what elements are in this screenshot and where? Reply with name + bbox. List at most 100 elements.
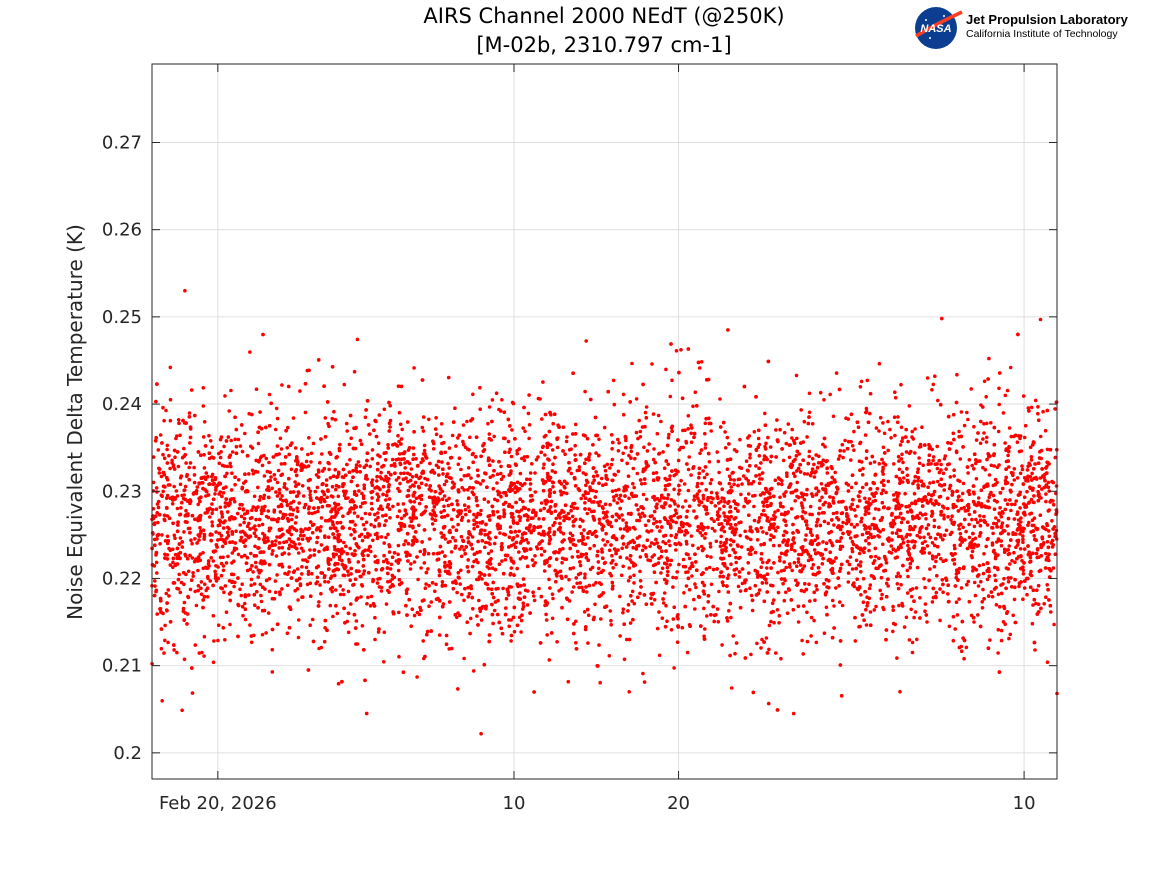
data-point (178, 536, 183, 540)
data-point (571, 585, 576, 589)
data-point (346, 630, 351, 635)
data-point (854, 558, 859, 563)
data-point (731, 634, 735, 638)
data-point (384, 498, 388, 502)
data-point (524, 526, 529, 530)
data-point (422, 448, 427, 453)
data-point (1053, 407, 1057, 411)
data-point (478, 609, 483, 614)
data-point (702, 634, 706, 639)
data-point (451, 586, 456, 591)
data-point (456, 509, 460, 514)
data-point (665, 619, 669, 623)
data-point (976, 496, 981, 500)
data-point (474, 495, 479, 500)
data-point (515, 534, 520, 538)
data-point (1012, 478, 1017, 482)
data-point (165, 514, 170, 518)
data-point (827, 504, 831, 509)
data-point (686, 414, 691, 418)
data-point (997, 386, 1001, 391)
data-point (865, 378, 870, 383)
data-point (837, 584, 841, 588)
data-point (363, 511, 368, 516)
data-point (668, 474, 672, 478)
data-point (552, 490, 557, 495)
data-point (271, 549, 275, 553)
data-point (672, 666, 676, 670)
data-point (719, 556, 723, 561)
data-point (319, 516, 324, 520)
data-point (1042, 602, 1046, 606)
data-point (154, 588, 159, 593)
data-point (212, 639, 216, 643)
data-point (900, 470, 905, 475)
data-point (522, 531, 526, 535)
data-point (1027, 520, 1031, 525)
data-point (417, 486, 422, 490)
data-point (193, 643, 198, 647)
data-point (737, 575, 742, 579)
data-point (153, 584, 157, 588)
data-point (304, 565, 309, 570)
data-point (537, 531, 541, 536)
data-point (494, 587, 498, 591)
data-point (981, 587, 985, 592)
data-point (486, 421, 490, 426)
data-point (1041, 409, 1045, 414)
data-point (793, 457, 797, 462)
data-point (962, 656, 966, 661)
data-point (469, 586, 474, 591)
data-point (166, 588, 171, 592)
data-point (486, 500, 491, 504)
data-point (430, 513, 434, 517)
data-point (976, 584, 981, 588)
data-point (358, 464, 362, 468)
data-point (509, 454, 514, 459)
data-point (468, 435, 472, 440)
data-point (533, 471, 537, 475)
data-point (470, 452, 475, 457)
data-point (279, 447, 284, 451)
data-point (455, 590, 459, 595)
data-point (270, 596, 275, 601)
data-point (459, 478, 463, 482)
data-point (646, 558, 650, 562)
data-point (879, 575, 884, 580)
data-point (709, 500, 714, 505)
data-point (504, 596, 509, 601)
data-point (767, 647, 771, 652)
data-point (536, 525, 540, 529)
data-point (703, 531, 708, 536)
data-point (341, 588, 345, 592)
data-point (499, 409, 503, 413)
data-point (345, 429, 350, 433)
data-point (382, 553, 386, 558)
data-point (201, 404, 206, 408)
data-point (317, 600, 321, 604)
data-point (750, 608, 755, 613)
data-point (652, 598, 657, 602)
data-point (287, 546, 291, 551)
data-point (288, 605, 292, 609)
data-point (719, 534, 723, 539)
data-point (685, 542, 689, 546)
data-point (903, 491, 907, 496)
data-point (559, 587, 564, 591)
data-point (616, 437, 620, 442)
data-point (849, 485, 854, 490)
data-point (1006, 548, 1010, 552)
data-point (701, 496, 706, 501)
data-point (219, 533, 224, 538)
data-point (560, 556, 565, 561)
data-point (415, 675, 419, 679)
data-point (988, 638, 992, 642)
data-point (323, 535, 327, 540)
data-point (317, 646, 321, 651)
data-point (810, 456, 815, 461)
data-point (581, 433, 586, 437)
data-point (930, 600, 935, 604)
data-point (434, 416, 438, 420)
data-point (632, 573, 636, 578)
data-point (430, 517, 435, 521)
